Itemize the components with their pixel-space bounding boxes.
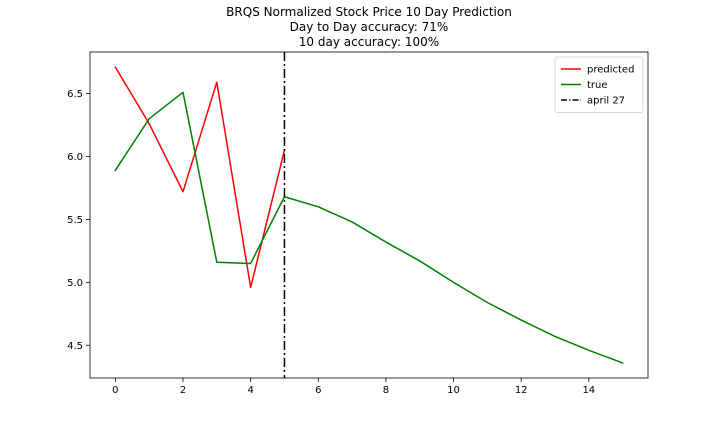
x-tick-label: 0 <box>112 385 118 396</box>
legend: predicted true april 27 <box>554 56 644 113</box>
legend-label-april-27: april 27 <box>587 96 625 107</box>
plot-area <box>114 52 624 378</box>
x-tick-label: 8 <box>383 385 389 396</box>
x-tick-label: 12 <box>515 385 528 396</box>
chart-title-line-2: Day to Day accuracy: 71% <box>290 20 449 34</box>
axes: 0 2 4 6 8 10 12 14 4.5 5.0 5.5 6.0 6.5 <box>67 51 649 396</box>
x-tick-label: 6 <box>315 385 321 396</box>
y-tick-label: 6.5 <box>67 89 83 100</box>
y-tick-label: 5.0 <box>67 278 83 289</box>
x-tick-label: 4 <box>247 385 253 396</box>
chart-title: BRQS Normalized Stock Price 10 Day Predi… <box>226 5 512 49</box>
series-line-true <box>114 91 624 364</box>
chart-title-line-1: BRQS Normalized Stock Price 10 Day Predi… <box>226 5 512 19</box>
axes-frame <box>89 51 649 379</box>
x-tick-label: 2 <box>180 385 186 396</box>
y-tick-label: 6.0 <box>67 152 83 163</box>
legend-box <box>554 56 644 113</box>
legend-label-predicted: predicted <box>587 65 634 76</box>
chart-title-line-3: 10 day accuracy: 100% <box>299 35 439 49</box>
y-tick-label: 4.5 <box>67 341 83 352</box>
series-line-predicted <box>114 66 286 289</box>
legend-label-true: true <box>587 80 608 91</box>
x-tick-label: 14 <box>582 385 595 396</box>
x-tick-label: 10 <box>447 385 460 396</box>
y-tick-label: 5.5 <box>67 215 83 226</box>
